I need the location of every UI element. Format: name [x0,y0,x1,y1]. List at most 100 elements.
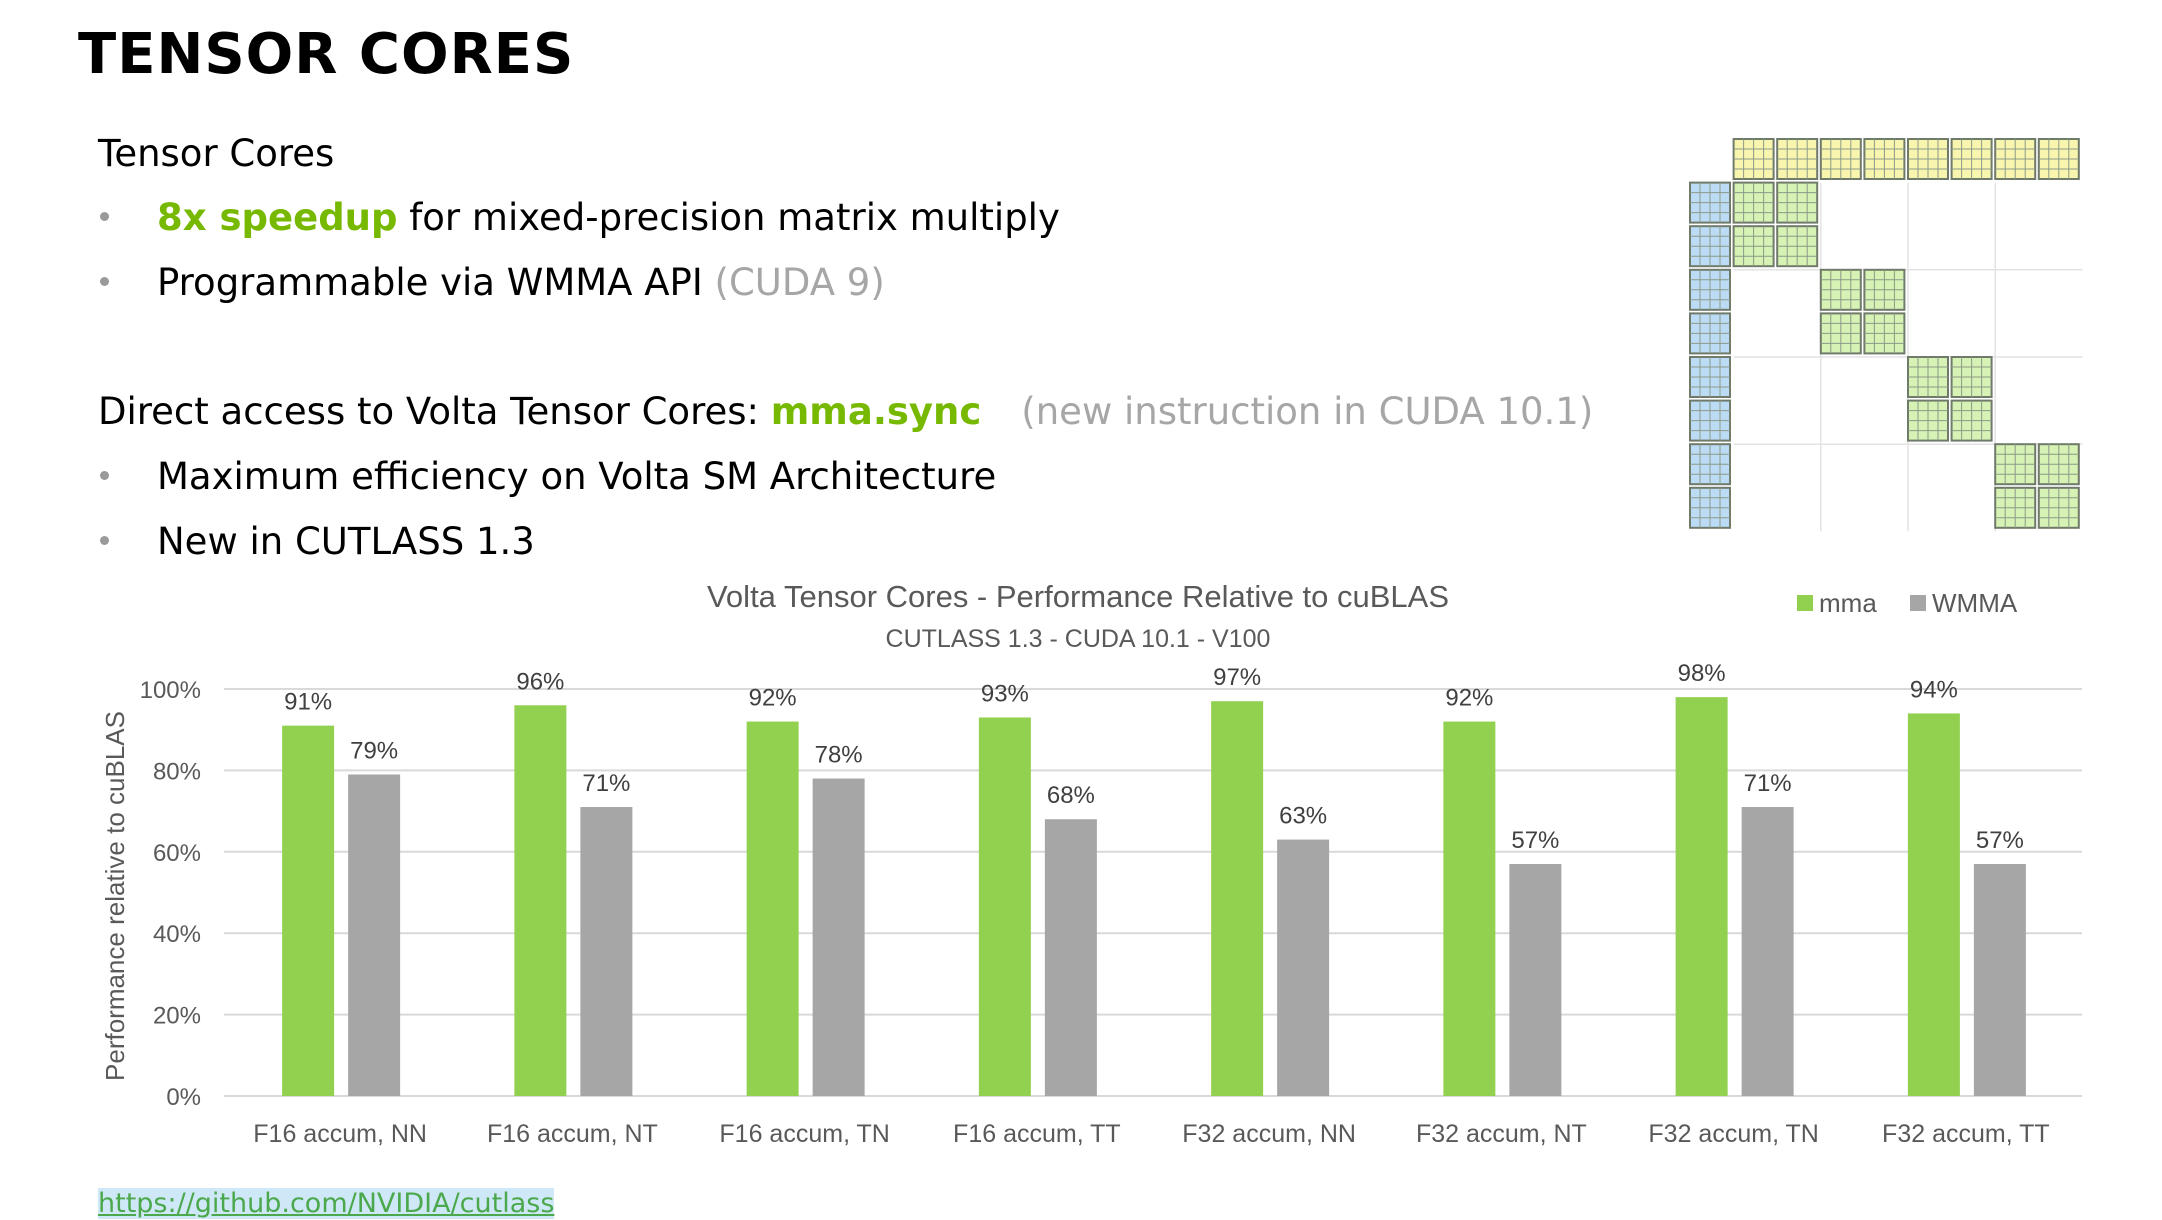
accumulator-tile [1907,356,1949,398]
data-label: 79% [350,737,398,764]
bullet-icon [100,212,109,221]
bullet-speedup: 8x speedup for mixed-precision matrix mu… [157,196,1060,239]
matrix-b-tile [1863,138,1906,180]
data-label: 71% [582,770,630,797]
y-tick-label: 100% [140,677,201,704]
accumulator-tile [1732,181,1775,224]
matrix-b-tile [1732,138,1775,180]
bar-mma [282,725,335,1096]
accumulator-tile [1994,486,2037,529]
accumulator-tile [1863,268,1906,311]
section-heading-direct-access: Direct access to Volta Tensor Cores: mma… [98,390,1593,433]
y-tick-label: 80% [153,758,201,785]
accumulator-tile [1776,225,1819,268]
bar-mma [1211,701,1264,1096]
performance-bar-chart: Volta Tensor Cores - Performance Relativ… [100,579,2082,1148]
legend-swatch-mma [1797,595,1813,611]
bullet-efficiency: Maximum efficiency on Volta SM Architect… [157,455,997,498]
accumulator-tile [2037,443,2080,486]
data-label: 78% [815,742,863,769]
bar-wmma [1741,807,1794,1096]
y-tick-label: 40% [153,921,201,948]
bar-wmma [1973,864,2026,1096]
y-tick-label: 60% [153,840,201,867]
heading-note: (new instruction in CUDA 10.1) [1021,390,1594,433]
heading-text: Direct access to Volta Tensor Cores: [98,390,771,433]
bullet-wmma: Programmable via WMMA API (CUDA 9) [157,261,885,304]
bar-mma [1443,721,1496,1096]
accumulator-tile [1994,443,2037,486]
bar-wmma [580,807,633,1096]
data-label: 97% [1213,664,1261,691]
legend-label-wmma: WMMA [1932,588,2018,618]
data-label: 91% [284,689,332,716]
legend: mma WMMA [1797,588,2018,618]
x-tick-label: F16 accum, NT [487,1120,658,1148]
data-label: 94% [1910,676,1958,703]
bar-mma [746,721,799,1096]
bullet-text: for mixed-precision matrix multiply [397,196,1060,239]
accumulator-tile [1907,399,1949,442]
bar-mma [978,717,1031,1096]
matrix-a-tile [1689,443,1731,486]
bullet-cutlass: New in CUTLASS 1.3 [157,520,535,563]
legend-swatch-wmma [1910,595,1926,611]
x-tick-label: F32 accum, TT [1882,1120,2050,1148]
mma-sync-highlight: mma.sync [770,390,982,433]
accumulator-tile [1950,399,1993,442]
matrix-b-tile [1776,138,1819,180]
data-label: 92% [1445,685,1493,712]
x-tick-label: F32 accum, NT [1416,1120,1587,1148]
github-link[interactable]: https://github.com/NVIDIA/cutlass [98,1188,555,1219]
data-label: 92% [749,685,797,712]
bullet-icon [100,536,109,545]
bar-wmma [1277,839,1330,1096]
bar-mma [1675,697,1728,1096]
matrix-a-tile [1689,225,1731,268]
matrix-b-tile [1994,138,2037,180]
bullet-text: Programmable via WMMA API [157,261,715,304]
data-label: 63% [1279,803,1327,830]
accumulator-tile [1863,312,1906,355]
accumulator-tile [1819,312,1862,355]
bar-mma [1907,713,1960,1096]
x-tick-label: F16 accum, NN [253,1120,427,1148]
bar-wmma [348,774,401,1096]
bullet-icon [100,277,109,286]
bullet-note: (CUDA 9) [714,261,885,304]
data-label: 98% [1678,660,1726,687]
accumulator-tile [2037,486,2080,529]
matrix-a-tile [1689,399,1731,442]
matrix-b-tile [1819,138,1862,180]
matrix-a-tile [1689,356,1731,398]
accumulator-tile [1950,356,1993,398]
matrix-b-tile [1950,138,1993,180]
matrix-a-tile [1689,312,1731,355]
data-label: 57% [1976,827,2024,854]
matrix-b-tile [2037,138,2080,180]
y-tick-label: 20% [153,1003,201,1030]
matrix-a-tile [1689,181,1731,224]
accumulator-tile [1776,181,1819,224]
accumulator-tile [1732,225,1775,268]
matrix-b-tile [1907,138,1949,180]
x-tick-label: F32 accum, NN [1182,1120,1356,1148]
chart-subtitle: CUTLASS 1.3 - CUDA 10.1 - V100 [886,625,1271,653]
chart-title: Volta Tensor Cores - Performance Relativ… [707,579,1449,614]
slide-title: TENSOR CORES [78,22,575,87]
bar-wmma [1509,864,1562,1096]
matrix-a-tile [1689,268,1731,311]
x-tick-label: F16 accum, TT [953,1120,1121,1148]
y-tick-label: 0% [166,1084,201,1111]
tensor-core-tiling-diagram [1689,138,2083,532]
data-label: 57% [1511,827,1559,854]
bullet-icon [100,471,109,480]
x-tick-label: F16 accum, TN [719,1120,889,1148]
data-label: 68% [1047,782,1095,809]
data-label: 96% [516,668,564,695]
legend-label-mma: mma [1819,588,1877,618]
bar-mma [514,705,567,1096]
matrix-a-tile [1689,486,1731,529]
speedup-highlight: 8x speedup [157,196,398,239]
data-label: 93% [981,680,1029,707]
